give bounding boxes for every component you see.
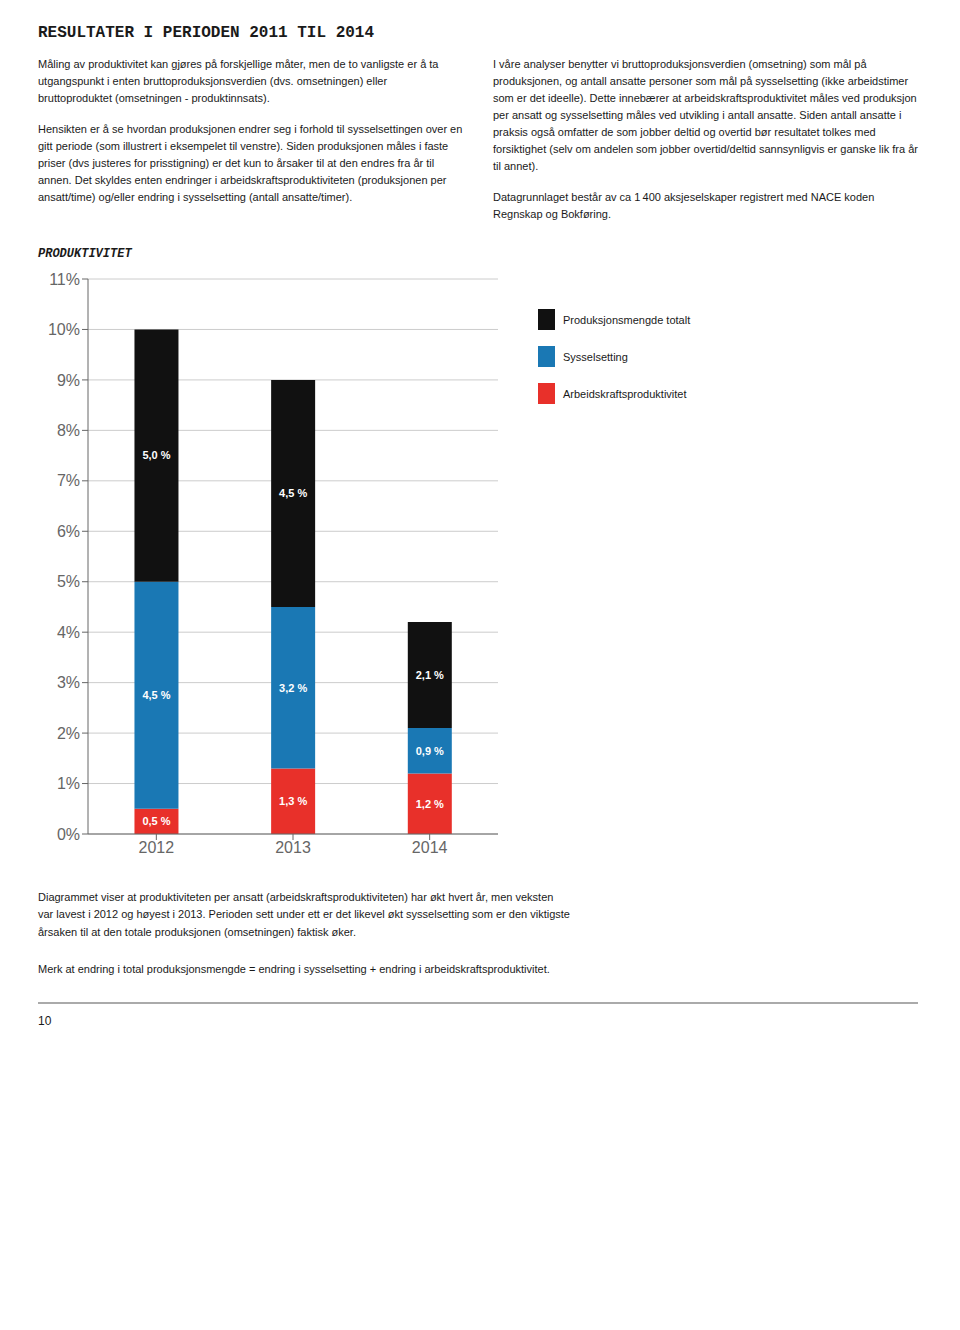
svg-text:11%: 11% [49, 271, 80, 288]
html-text:RESULTATER I PERIODEN 2011 TIL: RESULTATER I PERIODEN 2011 TIL 2014 [38, 24, 375, 42]
html-text:Sysselsetting: Sysselsetting [563, 350, 628, 363]
html-text:Merk at endring i total produk: Merk at endring i total produksjonsmengd… [38, 962, 550, 975]
svg-text:4%: 4% [57, 624, 80, 641]
svg-text:8%: 8% [57, 422, 80, 439]
svg-text:5%: 5% [57, 574, 80, 591]
svg-text:7%: 7% [57, 473, 80, 490]
svg-text:0,5 %: 0,5 % [142, 816, 170, 828]
svg-text:2,1 %: 2,1 % [416, 669, 444, 681]
html-text:Hensikten er å se hvordan prod: Hensikten er å se hvordan produksjonen e… [38, 123, 463, 204]
html-text:Arbeidskraftsproduktivitet: Arbeidskraftsproduktivitet [563, 387, 687, 400]
svg-text:2014: 2014 [412, 840, 448, 857]
html-text:10: 10 [38, 1013, 52, 1028]
svg-text:3,2 %: 3,2 % [279, 682, 307, 694]
svg-text:4,5 %: 4,5 % [142, 690, 170, 702]
svg-text:1,3 %: 1,3 % [279, 796, 307, 808]
svg-text:6%: 6% [57, 523, 80, 540]
svg-text:2013: 2013 [275, 840, 311, 857]
html-text:PRODUKTIVITET: PRODUKTIVITET [38, 247, 132, 262]
svg-text:3%: 3% [57, 675, 80, 692]
svg-text:10%: 10% [48, 322, 80, 339]
svg-text:5,0 %: 5,0 % [142, 450, 170, 462]
svg-text:4,5 %: 4,5 % [279, 488, 307, 500]
svg-text:1,2 %: 1,2 % [416, 798, 444, 810]
html-text:Diagrammet viser at produktivi: Diagrammet viser at produktiviteten per … [38, 891, 570, 938]
svg-text:2%: 2% [57, 725, 80, 742]
svg-text:2012: 2012 [139, 840, 175, 857]
html-text:Måling av produktivitet kan gj: Måling av produktivitet kan gjøres på fo… [38, 58, 439, 105]
svg-text:0%: 0% [57, 826, 80, 843]
html-text:Produksjonsmengde totalt: Produksjonsmengde totalt [563, 313, 691, 326]
html-text:Datagrunnlaget består av ca 1: Datagrunnlaget består av ca 1 400 aksjes… [493, 191, 875, 221]
svg-text:1%: 1% [57, 776, 80, 793]
html-text:I våre analyser benytter vi br: I våre analyser benytter vi bruttoproduk… [493, 58, 918, 173]
svg-text:0,9 %: 0,9 % [416, 745, 444, 757]
svg-text:9%: 9% [57, 372, 80, 389]
